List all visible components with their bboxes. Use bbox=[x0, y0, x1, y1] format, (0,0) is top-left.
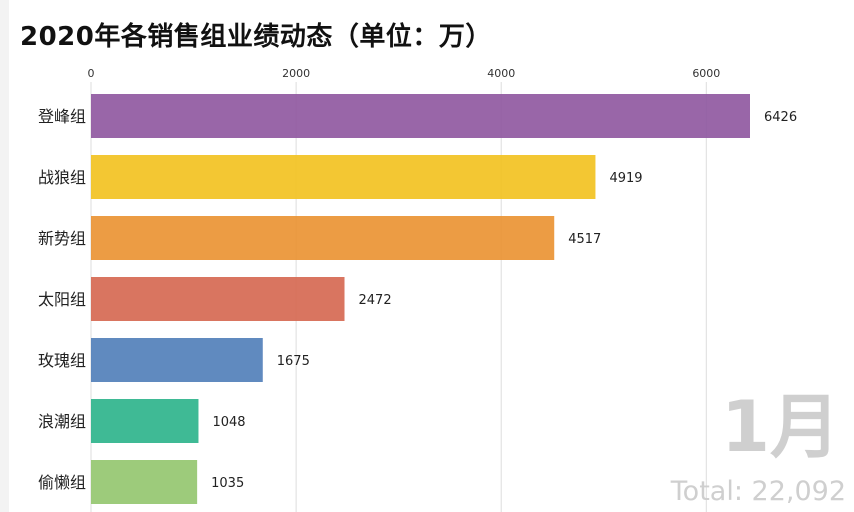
left-edge-strip bbox=[0, 0, 9, 512]
bar bbox=[91, 155, 596, 199]
category-label: 偷懒组 bbox=[38, 473, 86, 492]
value-labels: 6426 4919 4517 2472 1675 1048 1035 bbox=[211, 110, 797, 491]
bar bbox=[91, 216, 555, 260]
chart-title: 2020年各销售组业绩动态（单位：万） bbox=[20, 22, 492, 52]
value-label: 1035 bbox=[211, 476, 244, 491]
bar bbox=[91, 338, 263, 382]
value-label: 1048 bbox=[212, 415, 245, 430]
x-tick-label: 4000 bbox=[487, 67, 515, 80]
value-label: 2472 bbox=[359, 293, 392, 308]
bar bbox=[91, 399, 199, 443]
category-label: 太阳组 bbox=[38, 290, 86, 309]
value-label: 4517 bbox=[568, 232, 601, 247]
category-label: 浪潮组 bbox=[38, 412, 86, 431]
category-label: 战狼组 bbox=[38, 168, 86, 187]
value-label: 4919 bbox=[609, 171, 642, 186]
bar bbox=[91, 277, 345, 321]
category-label: 玫瑰组 bbox=[38, 351, 86, 370]
period-label: 1月 bbox=[721, 386, 840, 468]
total-label: Total: 22,092 bbox=[670, 476, 846, 507]
bar bbox=[91, 460, 198, 504]
x-tick-label: 2000 bbox=[282, 67, 310, 80]
value-label: 6426 bbox=[764, 110, 797, 125]
x-tick-label: 0 bbox=[88, 67, 95, 80]
category-label: 登峰组 bbox=[38, 107, 86, 126]
bar bbox=[91, 94, 750, 138]
bars bbox=[91, 94, 750, 504]
x-tick-label: 6000 bbox=[692, 67, 720, 80]
x-axis-ticks: 0 2000 4000 6000 bbox=[88, 67, 721, 80]
category-label: 新势组 bbox=[38, 229, 86, 248]
value-label: 1675 bbox=[277, 354, 310, 369]
